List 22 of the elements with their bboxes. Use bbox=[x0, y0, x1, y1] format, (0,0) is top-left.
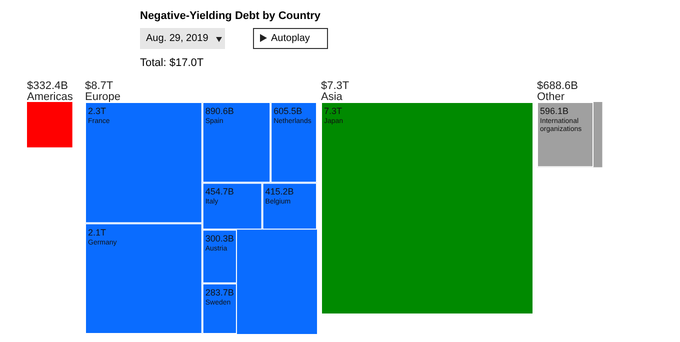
data-label: 415.2B bbox=[265, 186, 294, 197]
data-label: $332.4B bbox=[27, 80, 68, 92]
data-label: 454.7B bbox=[205, 186, 234, 197]
data-label: 2.3T bbox=[88, 106, 106, 116]
data-label: 605.5B bbox=[273, 106, 302, 116]
data-label: $688.6B bbox=[537, 80, 578, 92]
category-label: Other bbox=[537, 91, 566, 103]
category-label: Europe bbox=[84, 91, 120, 103]
data-label: $8.7T bbox=[84, 80, 114, 92]
text: Total: $17.0T bbox=[140, 57, 204, 69]
data-label: 890.6B bbox=[205, 106, 234, 116]
text: Negative-Yielding Debt by Country bbox=[140, 10, 321, 22]
data-label: 7.3T bbox=[324, 106, 342, 116]
text: Autoplay bbox=[271, 33, 310, 44]
category-label: Asia bbox=[320, 91, 344, 103]
text: Aug. 29, 2019 bbox=[146, 33, 208, 44]
data-label: 300.3B bbox=[205, 234, 234, 244]
data-label: 283.7B bbox=[205, 287, 234, 298]
data-label: 596.1B bbox=[540, 106, 569, 116]
category-label: Americas bbox=[27, 91, 74, 103]
data-label: 2.1T bbox=[88, 227, 106, 238]
data-label: $7.3T bbox=[320, 80, 350, 92]
